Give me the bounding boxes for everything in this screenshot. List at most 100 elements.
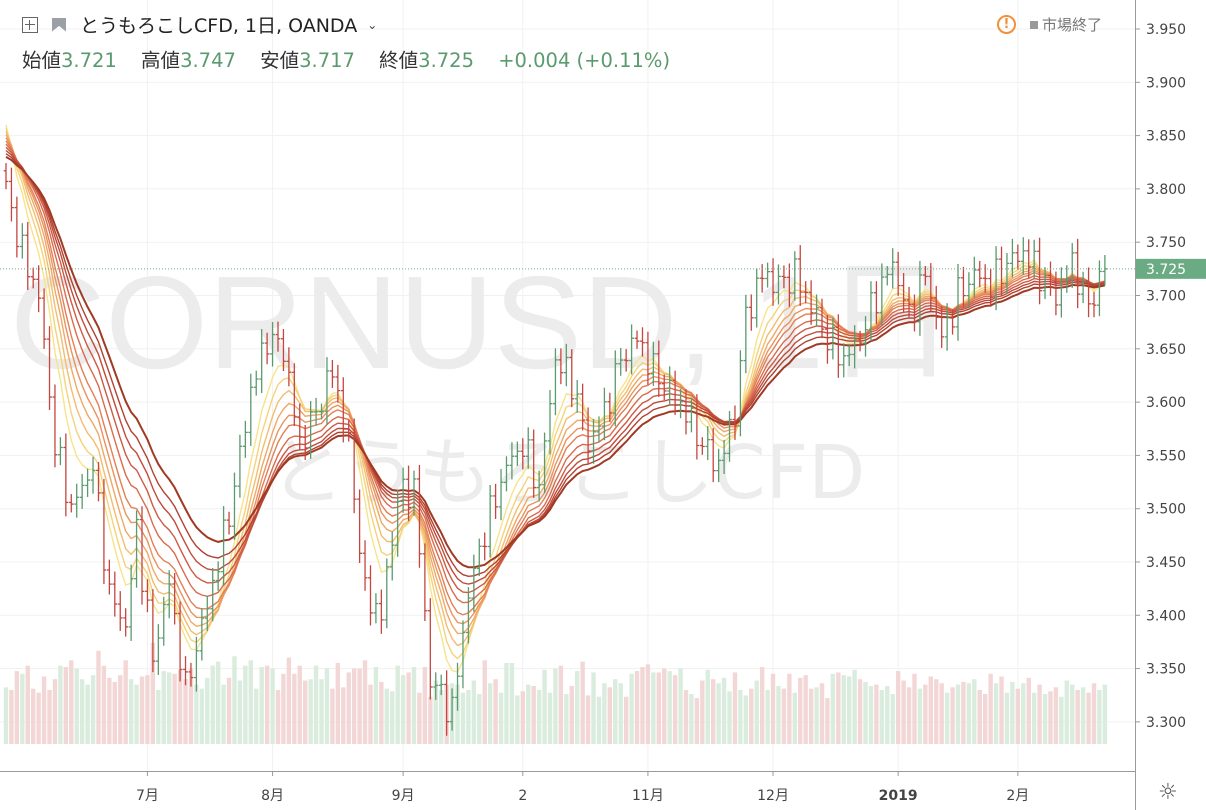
ohlc-bar: [351, 418, 357, 514]
volume-bar: [400, 675, 406, 744]
ohlc-bar: [748, 294, 754, 331]
volume-bar: [63, 667, 69, 744]
ohlc-bar: [291, 363, 297, 427]
volume-bar: [515, 695, 520, 744]
volume-bar: [939, 683, 944, 744]
ohlc-bar: [378, 589, 384, 634]
volume-bar: [406, 672, 411, 744]
volume-bar: [683, 690, 689, 744]
ohlc-bar: [335, 364, 341, 403]
volume-bar: [972, 679, 977, 744]
ohlc-bar: [1102, 255, 1108, 286]
ohlc-bar: [852, 325, 858, 369]
volume-bar: [139, 676, 145, 744]
ohlc-bar: [101, 478, 107, 584]
open-value: 3.721: [61, 49, 117, 72]
volume-bar: [868, 685, 874, 744]
chevron-down-icon[interactable]: ⌄: [367, 17, 378, 32]
ohlc-bar: [819, 298, 825, 339]
volume-bar: [286, 657, 292, 744]
volume-bar: [547, 692, 553, 744]
y-tick-label: 3.650: [1146, 342, 1186, 358]
volume-bar: [672, 675, 678, 744]
ohlc-bar: [400, 467, 406, 513]
ma-line: [5, 127, 1106, 660]
volume-bar: [482, 660, 487, 744]
volume-bar: [373, 667, 379, 744]
volume-bar: [428, 696, 433, 744]
chart-header: とうもろこしCFD, 1日, OANDA ⌄ 始値3.721 高値3.747 安…: [0, 0, 1135, 80]
ohlc-bar: [1031, 239, 1037, 279]
high-value: 3.747: [180, 49, 236, 72]
ohlc-bar: [689, 397, 694, 433]
volume-bar: [498, 692, 504, 744]
ohlc-bar: [846, 344, 852, 367]
ma-line: [5, 156, 1106, 569]
volume-bar: [634, 671, 640, 744]
volume-bar: [368, 684, 373, 744]
ohlc-bar: [1080, 271, 1086, 304]
ohlc-bar: [96, 462, 101, 502]
ohlc-bar: [117, 591, 123, 631]
ohlc-bar: [509, 442, 515, 480]
symbol-title[interactable]: とうもろこしCFD, 1日, OANDA: [80, 15, 358, 37]
volume-bar: [1102, 684, 1108, 744]
volume-bar: [31, 688, 36, 744]
ohlc-bar: [531, 429, 537, 498]
ohlc-bar: [324, 357, 330, 426]
legend-title[interactable]: とうもろこしCFD, 1日, OANDA ⌄: [22, 11, 377, 38]
market-status-label: 市場終了: [1042, 16, 1103, 34]
ohlc-bar: [313, 397, 319, 426]
volume-bar: [123, 660, 128, 744]
volume-bar: [150, 642, 156, 744]
volume-bar: [460, 692, 466, 744]
volume-bar: [803, 675, 808, 744]
ohlc-bar: [661, 374, 667, 401]
warning-icon[interactable]: !: [997, 15, 1016, 34]
ohlc-bar: [857, 330, 863, 352]
volume-bar: [303, 680, 308, 744]
volume-bar: [847, 676, 852, 744]
ohlc-bar: [982, 264, 988, 293]
ohlc-bar: [754, 268, 760, 328]
volume-bar: [645, 664, 651, 744]
volume-bar: [656, 672, 661, 744]
volume-bar: [520, 691, 525, 744]
volume-bar: [749, 688, 754, 744]
ohlc-bar: [183, 656, 188, 686]
ohlc-bar: [373, 593, 379, 624]
volume-bar: [215, 661, 221, 744]
volume-bar: [1053, 687, 1059, 744]
market-status[interactable]: ! 市場終了: [997, 14, 1102, 35]
ohlc-bar: [1075, 238, 1081, 309]
volume-bar: [999, 676, 1004, 744]
y-tick-label: 3.400: [1146, 608, 1186, 624]
ohlc-bar: [868, 281, 874, 342]
expand-icon[interactable]: [22, 16, 38, 33]
ohlc-bar: [330, 359, 335, 388]
ohlc-bar: [814, 294, 819, 327]
ohlc-bar: [264, 332, 270, 365]
ohlc-bar: [145, 579, 150, 613]
volume-bar: [477, 694, 482, 744]
ohlc-bar: [422, 543, 428, 622]
volume-bar: [1091, 683, 1097, 744]
volume-bar: [629, 673, 634, 744]
flag-icon[interactable]: [52, 17, 66, 32]
volume-bar: [417, 692, 422, 744]
volume-bar: [390, 691, 395, 744]
ma-line: [5, 137, 1106, 625]
volume-bar: [754, 680, 759, 744]
volume-bar: [569, 685, 574, 744]
ohlc-bar: [112, 571, 118, 617]
ohlc-bar: [41, 288, 47, 349]
close-label: 終値: [379, 49, 419, 72]
volume-bar: [1010, 681, 1015, 744]
gear-icon[interactable]: ☼: [1158, 780, 1178, 805]
volume-bar: [199, 688, 205, 744]
volume-bar: [814, 687, 819, 744]
volume-bar: [74, 668, 79, 744]
ohlc-bar: [384, 558, 390, 629]
volume-bar: [721, 677, 727, 744]
